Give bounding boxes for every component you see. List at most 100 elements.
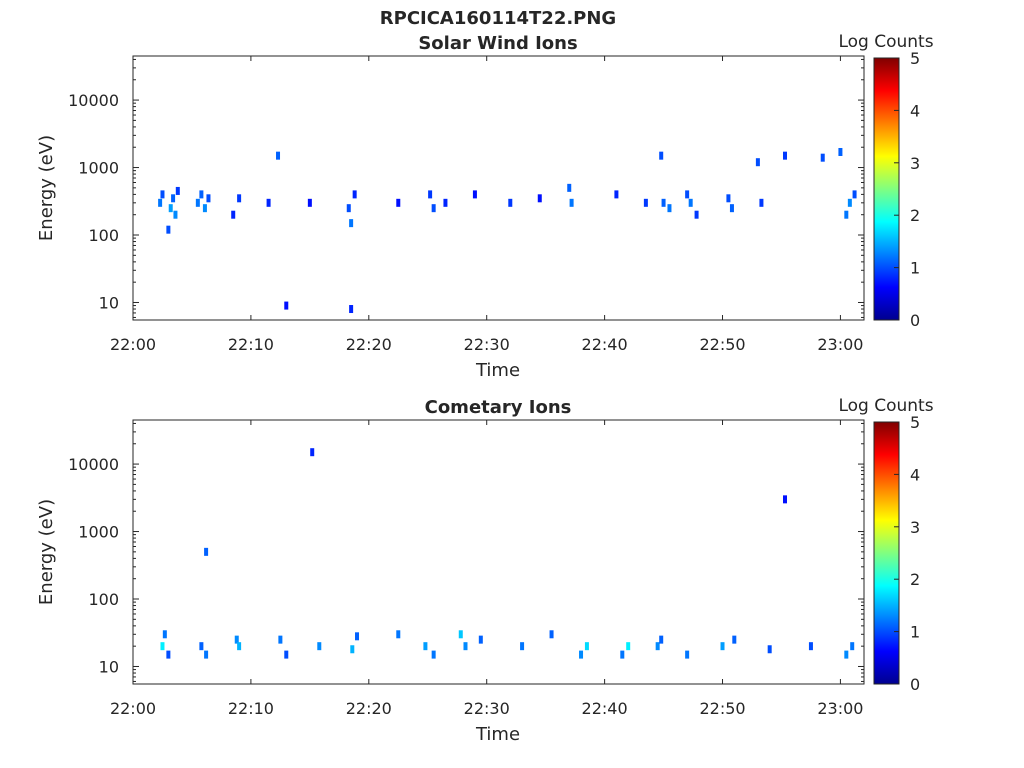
solar-wind-colorbar-label: Log Counts [838,32,933,52]
colorbar-tick-label: 3 [910,154,920,173]
y-tick-label: 100 [88,226,119,245]
colorbar-tick-label: 1 [910,259,920,278]
x-tick-label: 22:30 [464,335,510,354]
heatmap-cell [171,194,176,203]
y-tick-label: 10000 [68,91,119,110]
heatmap-cell [443,198,448,207]
heatmap-cell [350,645,355,654]
heatmap-cell [667,204,672,213]
heatmap-cell [278,635,283,644]
x-tick-label: 22:10 [228,335,274,354]
heatmap-cell [732,635,737,644]
heatmap-cell [844,650,849,659]
x-tick-label: 22:20 [346,699,392,718]
heatmap-cell [520,642,525,651]
heatmap-cell [626,642,631,651]
heatmap-cell [659,151,664,160]
heatmap-cell [755,158,760,167]
heatmap-cell [352,190,357,199]
heatmap-cell [661,198,666,207]
cometary-x-axis-label: Time [475,724,520,745]
x-tick-label: 22:40 [582,335,628,354]
heatmap-cell [307,198,312,207]
heatmap-cell [423,642,428,651]
heatmap-cell [396,630,401,639]
heatmap-cell [694,210,699,219]
colorbar-tick-label: 1 [910,623,920,642]
heatmap-cell [349,219,354,228]
figure-title: RPCICA160114T22.PNG [380,8,616,29]
heatmap-cell [655,642,660,651]
heatmap-cell [202,204,207,213]
heatmap-cell [720,642,725,651]
solar-wind-x-axis-label: Time [475,360,520,381]
solar-wind-colorbar [873,57,900,321]
heatmap-cell [537,194,542,203]
colorbar-tick-label: 4 [910,101,920,120]
heatmap-cell [284,301,289,310]
heatmap-cell [349,305,354,314]
y-tick-label: 10000 [68,455,119,474]
heatmap-cell [820,153,825,162]
heatmap-cell [808,642,813,651]
heatmap-cell [614,190,619,199]
heatmap-cell [685,650,690,659]
panel-title-cometary: Cometary Ions [425,397,572,418]
heatmap-cell [844,210,849,219]
heatmap-cell [199,190,204,199]
solar-wind-x-ticks: 22:00 22:10 22:20 22:30 22:40 22:50 23:00 [110,56,863,354]
colorbar-tick-label: 0 [910,311,920,330]
x-tick-label: 23:00 [817,699,863,718]
heatmap-cell [231,210,236,219]
heatmap-cell [166,650,171,659]
heatmap-cell [317,642,322,651]
colorbar-tick-label: 5 [910,413,920,432]
heatmap-cell [346,204,351,213]
solar-wind-heatmap [158,147,857,314]
heatmap-cell [458,630,463,639]
heatmap-cell [759,198,764,207]
heatmap-cell [276,151,281,160]
heatmap-cell [160,642,165,651]
heatmap-cell [478,635,483,644]
heatmap-cell [428,190,433,199]
heatmap-cell [688,198,693,207]
heatmap-cell [850,642,855,651]
cometary-y-ticks: 10 100 1000 10000 [68,422,864,682]
heatmap-cell [579,650,584,659]
y-tick-label: 1000 [78,159,119,178]
y-tick-label: 100 [88,590,119,609]
heatmap-cell [195,198,200,207]
colorbar-tick-label: 3 [910,518,920,537]
heatmap-cell [620,650,625,659]
heatmap-cell [168,204,173,213]
heatmap-cell [463,642,468,651]
cometary-colorbar [873,421,900,685]
x-tick-label: 22:50 [699,335,745,354]
colorbar-tick-label: 5 [910,49,920,68]
x-tick-label: 22:00 [110,699,156,718]
heatmap-cell [508,198,513,207]
heatmap-cell [173,210,178,219]
heatmap-cell [204,650,209,659]
heatmap-cell [204,547,209,556]
heatmap-cell [767,645,772,654]
x-tick-label: 22:40 [582,699,628,718]
heatmap-cell [234,635,239,644]
heatmap-cell [206,194,211,203]
heatmap-cell [659,635,664,644]
heatmap-cell [549,630,554,639]
x-tick-label: 22:30 [464,699,510,718]
solar-wind-plot-frame [132,55,865,321]
heatmap-cell [162,630,167,639]
y-tick-label: 10 [99,657,119,676]
cometary-heatmap [160,448,855,659]
heatmap-cell [237,642,242,651]
heatmap-cell [584,642,589,651]
colorbar-tick-label: 0 [910,675,920,694]
heatmap-cell [160,190,165,199]
heatmap-cell [431,204,436,213]
x-tick-label: 22:20 [346,335,392,354]
heatmap-cell [175,186,180,195]
